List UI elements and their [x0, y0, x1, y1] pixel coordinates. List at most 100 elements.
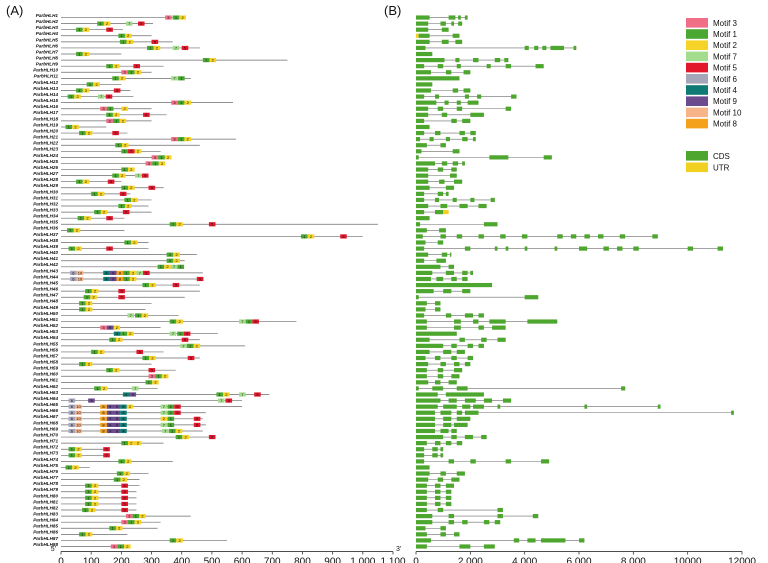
motif-number-ParbHLH34-2: 5 [108, 216, 111, 221]
gene-label-ParbHLH34: ParbHLH34 [33, 214, 58, 219]
motif-box-ParbHLH66-7 [167, 410, 175, 415]
cds-segment-ParbHLH2-1 [440, 21, 446, 26]
motif-number-ParbHLH43-7: 7 [139, 270, 142, 275]
structure-row-ParbHLH80 [416, 495, 452, 500]
motif-box-ParbHLH53-1 [120, 331, 128, 336]
motif-number-ParbHLH83-0: 3 [128, 514, 131, 519]
motif-number-ParbHLH35-1: 2 [178, 222, 181, 227]
structure-row-ParbHLH43 [416, 270, 474, 275]
cds-segment-ParbHLH66-1 [440, 410, 452, 415]
cds-segment-ParbHLH72-2 [440, 447, 444, 452]
cds-segment-ParbHLH41-0 [416, 258, 425, 263]
motif-number-ParbHLH56-1: 2 [100, 349, 103, 354]
motif-number-ParbHLH26-0: 1 [124, 167, 127, 172]
gene-label-ParbHLH16: ParbHLH16 [33, 104, 58, 109]
gene-label-ParbHLH24: ParbHLH24 [33, 153, 58, 158]
gene-row-ParbHLH37: ParbHLH37 1 2 5 [33, 232, 363, 239]
motif-number-ParbHLH27-0: 1 [114, 173, 117, 178]
cds-segment-ParbHLH79-0 [416, 489, 427, 494]
cds-segment-ParbHLH52-2 [478, 325, 484, 330]
motif-number-ParbHLH7-1: 2 [85, 51, 88, 56]
motif-number-ParbHLH42-3: 1 [180, 264, 183, 269]
motif-box-ParbHLH65-9 [174, 404, 181, 409]
panel-b-axis: 0 2,000 4,000 6,000 8,000 10000 12000 [413, 551, 756, 563]
motif-box-ParbHLH86-0 [79, 532, 86, 537]
structure-legend: CDS UTR [686, 151, 730, 172]
structure-row-ParbHLH85 [416, 526, 446, 531]
axis-a-tick-label-700: 700 [264, 557, 281, 563]
motif-box-ParbHLH38-1 [131, 240, 138, 245]
cds-segment-ParbHLH6-5 [573, 45, 577, 51]
motif-number-ParbHLH5-2: 5 [154, 39, 157, 44]
motif-number-ParbHLH57-1: 2 [151, 355, 154, 360]
motif-box-ParbHLH12-0 [86, 82, 94, 87]
legend-label-motif-5: Motif 5 [713, 64, 738, 73]
motif-box-ParbHLH67-8 [193, 416, 201, 421]
motif-number-ParbHLH52-1: 9 [109, 325, 112, 330]
structure-row-ParbHLH29 [416, 185, 455, 190]
cds-segment-ParbHLH80-0 [416, 495, 427, 500]
gene-label-ParbHLH51: ParbHLH51 [33, 317, 58, 322]
motif-number-ParbHLH20-0: 1 [81, 130, 84, 135]
motif-number-ParbHLH78-0: 1 [87, 483, 90, 488]
motif-box-ParbHLH43-1 [76, 270, 84, 275]
structure-row-ParbHLH7 [416, 51, 433, 57]
motif-number-ParbHLH72-2: 5 [105, 447, 108, 452]
motif-box-ParbHLH58-1 [85, 362, 93, 367]
cds-segment-ParbHLH16-0 [416, 106, 429, 111]
motif-box-ParbHLH67-6 [160, 416, 168, 421]
cds-segment-ParbHLH25-3 [462, 161, 465, 166]
motif-box-ParbHLH35-2 [208, 222, 216, 227]
motif-box-ParbHLH78-1 [91, 483, 99, 488]
motif-box-ParbHLH67-2 [100, 416, 107, 421]
motif-number-ParbHLH69-4: 9 [116, 428, 119, 433]
motif-box-ParbHLH80-2 [121, 495, 128, 500]
motif-number-ParbHLH24-0: 3 [154, 155, 157, 160]
motif-box-ParbHLH74-0 [118, 459, 125, 464]
motif-number-ParbHLH63-4: 7 [241, 392, 244, 397]
motif-box-ParbHLH30-0 [91, 191, 98, 196]
motif-box-ParbHLH51-2 [239, 319, 246, 324]
motif-number-ParbHLH13-1: 2 [85, 88, 88, 93]
motif-box-ParbHLH46-2 [118, 289, 125, 294]
gene-row-ParbHLH47: ParbHLH47 1 2 5 [33, 293, 185, 300]
motif-number-ParbHLH9-2: 5 [136, 64, 139, 69]
motif-box-ParbHLH15-1 [177, 100, 185, 105]
motif-number-ParbHLH69-3: 9 [109, 428, 112, 433]
motif-number-ParbHLH10-0: 3 [124, 70, 127, 75]
legend-swatch-motif-9 [686, 96, 708, 106]
cds-segment-ParbHLH29-0 [416, 185, 430, 190]
motif-box-ParbHLH18-2 [119, 118, 127, 123]
structure-row-ParbHLH47 [416, 295, 539, 300]
gene-label-ParbHLH73: ParbHLH73 [33, 451, 58, 456]
motif-box-ParbHLH50-0 [127, 313, 134, 318]
motif-box-ParbHLH11-2 [171, 76, 178, 81]
motif-number-ParbHLH48-1: 2 [88, 301, 91, 306]
gene-row-ParbHLH57: ParbHLH57 1 2 5 [33, 353, 200, 360]
motif-box-ParbHLH44-5 [123, 276, 130, 282]
cds-segment-ParbHLH20-0 [416, 130, 425, 136]
motif-number-ParbHLH44-6: 2 [132, 276, 135, 281]
motif-number-ParbHLH43-4: 8 [119, 270, 122, 275]
motif-box-ParbHLH68-4 [113, 422, 121, 427]
motif-box-ParbHLH47-2 [118, 295, 125, 300]
cds-segment-ParbHLH70-2 [464, 434, 474, 440]
cds-segment-ParbHLH19-0 [416, 124, 430, 130]
cds-segment-ParbHLH17-1 [441, 112, 448, 117]
motif-number-ParbHLH38-0: 1 [127, 240, 130, 245]
motif-box-ParbHLH65-1 [75, 404, 82, 409]
structure-row-ParbHLH77 [416, 477, 460, 482]
motif-box-ParbHLH18-0 [106, 118, 113, 123]
structure-row-ParbHLH16 [416, 106, 512, 111]
motif-box-ParbHLH84-0 [121, 520, 128, 525]
motif-box-ParbHLH58-0 [79, 362, 86, 367]
gene-label-ParbHLH59: ParbHLH59 [33, 366, 58, 371]
cds-segment-ParbHLH74-4 [540, 459, 550, 464]
gene-row-ParbHLH85: ParbHLH85 1 2 [33, 524, 158, 531]
motif-number-ParbHLH27-2: 7 [137, 173, 140, 178]
motif-box-ParbHLH66-5 [120, 410, 127, 415]
motif-box-ParbHLH54-2 [181, 337, 189, 342]
motif-number-ParbHLH81-2: 5 [124, 501, 127, 506]
gene-row-ParbHLH60: ParbHLH60 3 1 2 [33, 372, 169, 379]
motif-number-ParbHLH74-0: 1 [121, 459, 124, 464]
